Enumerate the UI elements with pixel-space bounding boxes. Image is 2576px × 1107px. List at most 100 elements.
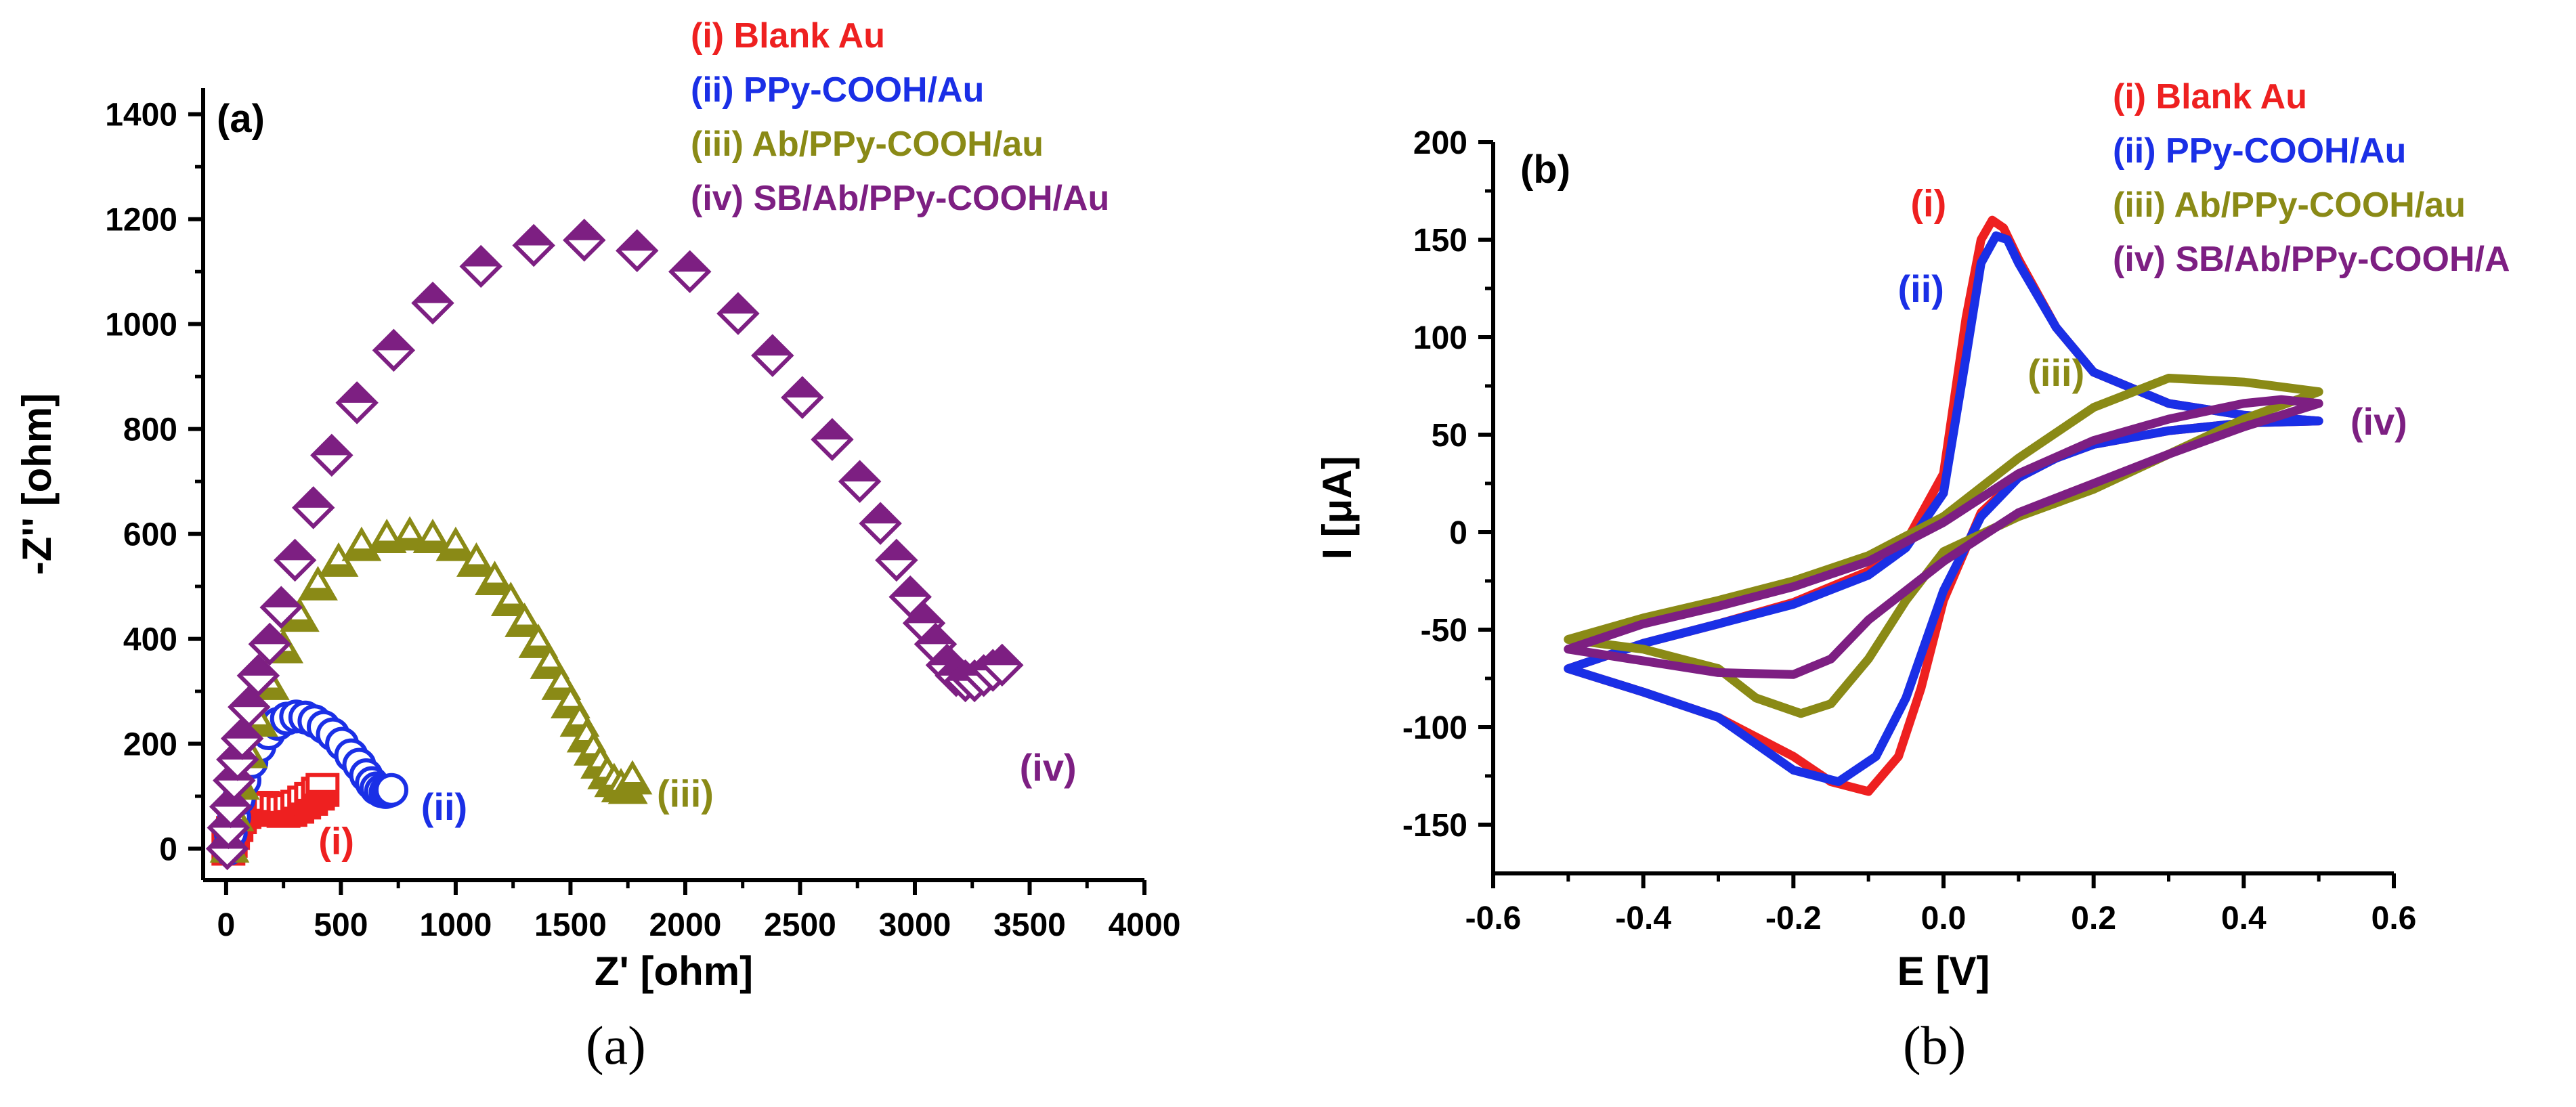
x-tick-label: 2000	[649, 907, 722, 943]
x-axis-label: E [V]	[1897, 949, 1990, 994]
series-4	[205, 218, 1024, 871]
y-axis-label: -Z'' [ohm]	[14, 393, 60, 575]
marker-fill	[301, 588, 335, 599]
y-tick-label: -150	[1402, 808, 1467, 844]
legend-entry: (iv) SB/Ab/PPy-COOH/Au	[691, 179, 1109, 218]
marker-fill	[671, 253, 709, 272]
data-point	[512, 223, 555, 267]
x-tick-label: 1000	[420, 907, 492, 943]
x-axis-label: Z' [ohm]	[595, 949, 753, 994]
curve-annotation: (ii)	[1898, 267, 1944, 310]
data-point	[259, 586, 303, 629]
marker-fill	[262, 588, 300, 608]
marker-fill	[719, 295, 757, 314]
data-point	[668, 250, 712, 293]
y-tick-label: -50	[1421, 613, 1467, 649]
marker-fill	[223, 720, 261, 739]
series-2	[1564, 231, 2323, 787]
x-tick-label: 0	[217, 907, 236, 943]
data-point	[530, 645, 570, 679]
data-point	[228, 685, 271, 729]
curve-annotation: (iii)	[657, 773, 714, 815]
x-tick-label: 3000	[879, 907, 951, 943]
marker-fill	[439, 548, 473, 559]
marker-fill	[374, 331, 412, 351]
marker-fill	[618, 232, 656, 251]
x-tick-label: 0.0	[1921, 900, 1967, 936]
data-point	[291, 486, 335, 529]
data-point	[305, 773, 340, 807]
curve-annotation: (ii)	[421, 785, 467, 828]
x-tick-label: 2500	[764, 907, 836, 943]
marker-fill	[338, 384, 376, 403]
y-tick-label: 1400	[105, 97, 177, 133]
y-tick-label: 50	[1432, 418, 1467, 454]
curve-annotation: (iii)	[2027, 351, 2084, 394]
data-point	[490, 582, 531, 616]
y-tick-label: 1200	[105, 202, 177, 238]
x-tick-label: -0.6	[1465, 900, 1522, 936]
data-point	[273, 538, 317, 582]
marker-fill	[462, 247, 500, 267]
data-point	[236, 654, 280, 697]
data-point	[411, 281, 454, 325]
legend-entry: (ii) PPy-COOH/Au	[2113, 131, 2406, 171]
legend-entry: (ii) PPy-COOH/Au	[691, 70, 984, 110]
marker-fill	[460, 564, 493, 575]
marker-fill	[414, 284, 452, 303]
marker-fill	[478, 582, 511, 593]
marker-fill	[307, 789, 338, 805]
y-tick-label: -100	[1402, 710, 1467, 746]
marker-fill	[841, 462, 879, 482]
y-tick-label: 0	[159, 832, 177, 868]
x-tick-label: 500	[314, 907, 368, 943]
y-tick-label: 150	[1413, 223, 1467, 259]
x-tick-label: -0.2	[1765, 900, 1822, 936]
data-point	[563, 218, 606, 262]
data-point	[505, 603, 545, 637]
y-tick-label: 100	[1413, 320, 1467, 356]
chart-a-eis-nyquist: 0 200 400 600 800 1000 1200 1400 0 500 1000 1500 200…	[14, 16, 1180, 994]
x-tick-label: 1500	[534, 907, 607, 943]
x-tick-label: -0.4	[1615, 900, 1671, 936]
chart-b-cyclic-voltammetry: -150 -100 -50 0 50 100 150 200 -0.6 -0.4 -0.2 0.0 0.…	[1314, 77, 2510, 994]
marker-fill	[295, 489, 332, 508]
legend-entry: (i) Blank Au	[691, 16, 885, 56]
panel-title: (b)	[1520, 148, 1570, 192]
y-tick-label: 0	[1449, 515, 1467, 551]
legend-entry: (iv) SB/Ab/PPy-COOH/A	[2113, 240, 2510, 279]
marker-fill	[230, 688, 268, 708]
series-4	[1564, 395, 2323, 679]
marker-fill	[916, 625, 954, 645]
data-point	[335, 381, 379, 425]
marker-fill	[813, 420, 851, 440]
marker-fill	[754, 337, 792, 356]
data-point	[374, 773, 408, 807]
data-point	[298, 565, 338, 601]
data-point	[435, 526, 476, 561]
caption-a: (a)	[586, 1016, 646, 1076]
legend-entry: (i) Blank Au	[2113, 77, 2307, 116]
marker-fill	[565, 221, 603, 240]
curve-annotation: (iv)	[1020, 746, 1077, 789]
x-tick-label: 0.6	[2371, 900, 2417, 936]
data-point	[716, 292, 760, 335]
marker-fill	[905, 604, 943, 624]
curve-annotation: (iv)	[2350, 400, 2407, 443]
y-tick-label: 800	[123, 412, 177, 448]
legend-entry: (iii) Ab/PPy-COOH/au	[691, 125, 1044, 164]
marker-fill	[251, 625, 288, 645]
y-tick-label: 1000	[105, 307, 177, 343]
data-point	[751, 334, 794, 377]
marker-circle	[374, 773, 408, 807]
marker-fill	[322, 564, 356, 575]
marker-fill	[494, 603, 528, 614]
y-tick-label: 200	[123, 727, 177, 763]
data-point	[209, 785, 253, 829]
data-point	[310, 433, 353, 477]
marker-fill	[283, 619, 316, 630]
marker-fill	[239, 657, 277, 676]
marker-fill	[983, 646, 1021, 666]
